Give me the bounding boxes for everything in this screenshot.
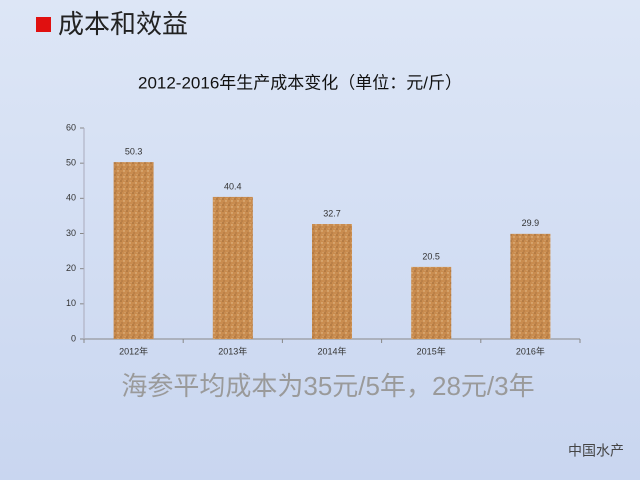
watermark: 中国水产 xyxy=(568,443,624,459)
y-tick-label: 0 xyxy=(71,333,76,343)
x-tick-label: 2015年 xyxy=(417,345,446,356)
note: 海参平均成本为35元/5年，28元/3年 xyxy=(121,371,534,401)
x-tick-label: 2016年 xyxy=(516,345,545,356)
heading-marker xyxy=(36,17,51,32)
y-tick-label: 40 xyxy=(66,193,76,203)
value-label: 29.9 xyxy=(522,218,540,228)
bar-texture xyxy=(312,224,352,339)
y-tick-label: 20 xyxy=(66,263,76,273)
heading: 成本和效益 xyxy=(58,9,188,39)
bar-texture xyxy=(113,162,154,339)
y-tick-label: 10 xyxy=(66,298,76,308)
y-tick-label: 30 xyxy=(66,228,76,238)
chart-title: 2012-2016年生产成本变化（单位：元/斤） xyxy=(138,73,462,92)
x-tick-label: 2013年 xyxy=(218,345,247,356)
bar-texture xyxy=(510,233,551,339)
y-tick-label: 50 xyxy=(66,158,76,168)
x-tick-label: 2014年 xyxy=(317,345,346,356)
value-label: 20.5 xyxy=(422,251,440,261)
bar-texture xyxy=(411,266,452,339)
y-tick-label: 60 xyxy=(66,122,76,132)
value-label: 40.4 xyxy=(224,181,242,191)
value-label: 32.7 xyxy=(323,208,341,218)
x-tick-label: 2012年 xyxy=(119,345,148,356)
value-label: 50.3 xyxy=(125,146,143,156)
bar-texture xyxy=(212,196,253,339)
